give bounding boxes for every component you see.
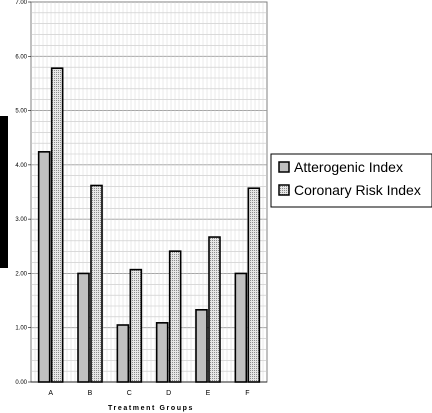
x-axis-title: Treatment Groups — [108, 405, 194, 412]
y-tick-label: 4.00 — [15, 163, 27, 169]
y-tick-label: 6.00 — [15, 54, 27, 60]
bar-coronary-b — [90, 184, 103, 383]
legend: Atterogenic Index Coronary Risk Index — [270, 153, 432, 208]
bar-atterogenic-f — [234, 272, 248, 383]
bar-atterogenic-e — [195, 308, 208, 383]
legend-label-atterogenic: Atterogenic Index — [294, 159, 403, 175]
x-tick-label: A — [48, 390, 53, 397]
bar-coronary-e — [208, 236, 221, 383]
x-tick-label: F — [245, 390, 249, 397]
bar-coronary-d — [168, 250, 182, 383]
y-tick-label: 1.00 — [15, 326, 27, 332]
y-tick-label: 5.00 — [15, 109, 27, 115]
bar-coronary-a — [50, 67, 64, 383]
x-tick-label: B — [88, 390, 93, 397]
legend-swatch-atterogenic — [278, 161, 290, 173]
plot-area — [30, 1, 268, 383]
bar-coronary-f — [247, 187, 261, 383]
y-tick-label: 0.00 — [15, 380, 27, 386]
bar-atterogenic-c — [116, 324, 130, 383]
legend-label-coronary: Coronary Risk Index — [294, 182, 421, 198]
bar-atterogenic-a — [37, 151, 51, 383]
side-marker — [0, 116, 8, 268]
y-tick-label: 3.00 — [15, 217, 27, 223]
x-axis-labels: A B C D E F — [31, 381, 267, 397]
x-tick-label: E — [206, 390, 211, 397]
bar-atterogenic-b — [77, 272, 90, 383]
legend-box — [270, 153, 432, 208]
bar-coronary-c — [129, 268, 143, 383]
legend-swatch-coronary — [278, 184, 290, 196]
y-tick-label: 2.00 — [15, 271, 27, 277]
x-tick-label: D — [166, 390, 171, 397]
y-axis-ticks: 0.00 1.00 2.00 3.00 4.00 5.00 6.00 7.00 — [15, 0, 31, 386]
y-tick-label: 7.00 — [15, 0, 27, 6]
x-tick-label: C — [127, 390, 132, 397]
bar-atterogenic-d — [155, 322, 169, 383]
